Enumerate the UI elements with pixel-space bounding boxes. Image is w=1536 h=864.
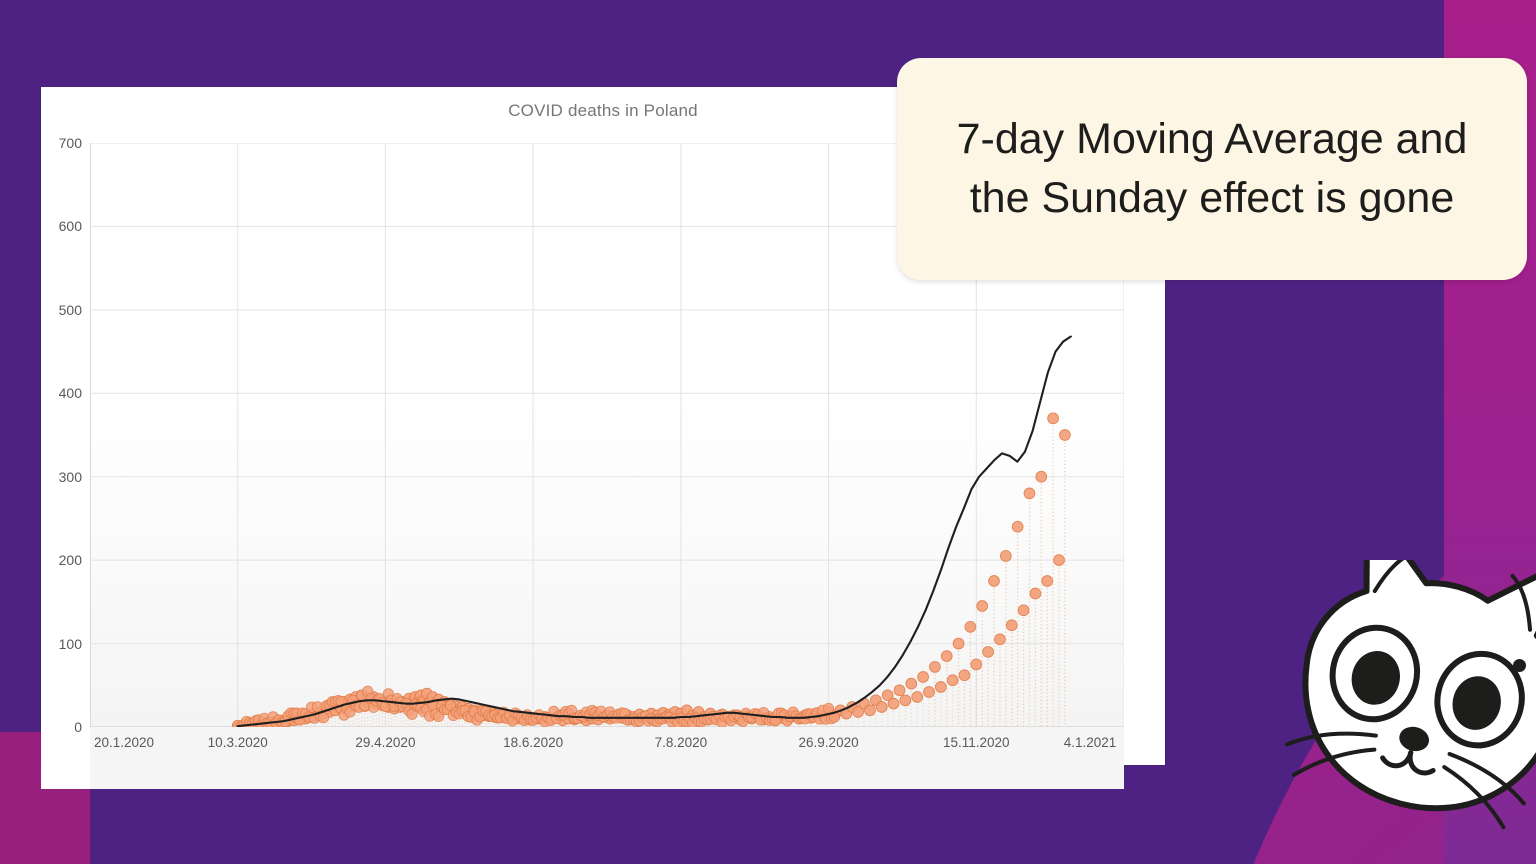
y-axis-tick-label: 300 xyxy=(58,468,82,485)
scatter-points xyxy=(231,412,1071,727)
decorative-curve-top-left xyxy=(0,0,500,80)
callout-text: 7-day Moving Average and the Sunday effe… xyxy=(956,115,1468,222)
y-axis-tick-label: 200 xyxy=(58,552,82,569)
x-axis-strip xyxy=(90,727,1124,789)
y-axis-tick-label: 700 xyxy=(58,135,82,151)
x-axis-strip-left xyxy=(41,727,90,789)
x-axis-tick-label: 7.8.2020 xyxy=(654,735,708,750)
y-axis-tick-label: 100 xyxy=(58,635,82,652)
x-axis-tick-label: 4.1.2021 xyxy=(1063,735,1117,750)
chart-title: COVID deaths in Poland xyxy=(508,101,698,120)
y-axis-tick-label: 500 xyxy=(58,301,82,318)
y-axis-tick-label: 600 xyxy=(58,218,82,235)
x-axis-tick-label: 26.9.2020 xyxy=(798,735,859,750)
x-axis-tick-label: 20.1.2020 xyxy=(93,735,155,750)
x-axis-tick-label: 18.6.2020 xyxy=(503,735,564,750)
x-axis-tick-label: 29.4.2020 xyxy=(355,735,416,750)
moving-average-line xyxy=(236,335,1072,727)
callout-bubble: 7-day Moving Average and the Sunday effe… xyxy=(897,58,1527,280)
chart-svg xyxy=(90,143,1124,727)
y-axis-tick-label: 0 xyxy=(74,719,82,735)
y-axis-tick-label: 400 xyxy=(58,385,82,402)
x-axis-tick-label: 10.3.2020 xyxy=(207,735,268,750)
x-axis-tick-label: 15.11.2020 xyxy=(942,735,1010,750)
cat-illustration xyxy=(1285,560,1536,830)
decorative-dot xyxy=(1513,659,1526,672)
scatter-points-dense xyxy=(232,685,841,727)
